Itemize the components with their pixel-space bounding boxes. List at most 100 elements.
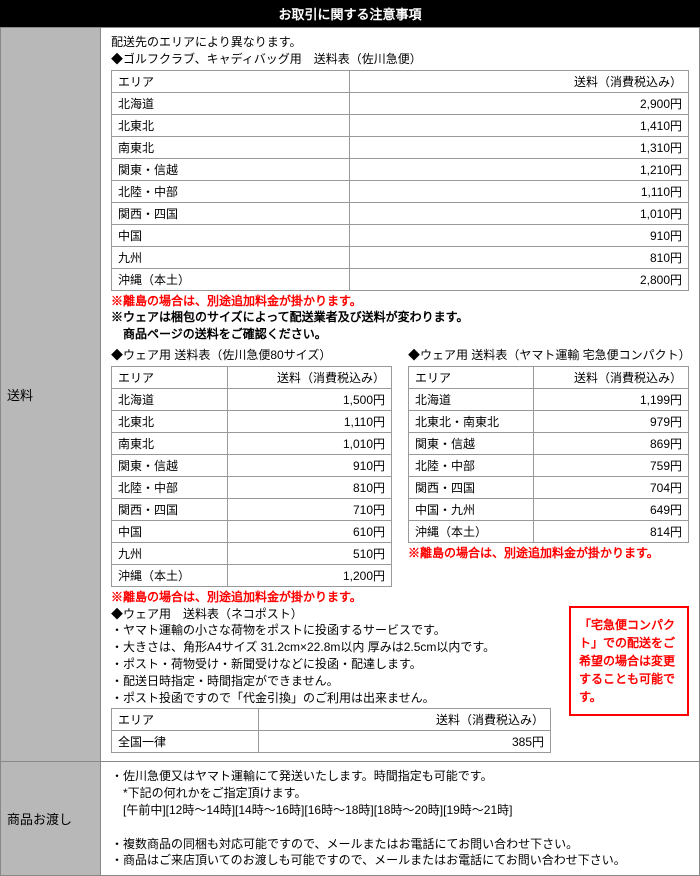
delivery-line: ・佐川急便又はヤマト運輸にて発送いたします。時間指定も可能です。: [111, 768, 689, 785]
nekopost-note: ・ヤマト運輸の小さな荷物をポストに投函するサービスです。: [111, 622, 551, 639]
price-cell: 649円: [533, 498, 688, 520]
table-row: 北陸・中部810円: [112, 476, 392, 498]
table3-title: ◆ウェア用 送料表（ヤマト運輸 宅急便コンパクト）: [408, 347, 689, 364]
price-cell: 1,110円: [227, 410, 391, 432]
area-cell: 北東北・南東北: [409, 410, 534, 432]
shipping-table-3: エリア送料（消費税込み） 北海道1,199円北東北・南東北979円関東・信越86…: [408, 366, 689, 543]
price-cell: 1,200円: [227, 564, 391, 586]
island-note-2: ※離島の場合は、別途追加料金が掛かります。: [111, 589, 392, 606]
table-row: 北陸・中部759円: [409, 454, 689, 476]
area-cell: 北東北: [112, 114, 350, 136]
col-area: エリア: [112, 366, 228, 388]
nekopost-table: エリア送料（消費税込み） 全国一律385円: [111, 708, 551, 753]
table-row: 九州810円: [112, 246, 689, 268]
delivery-content: ・佐川急便又はヤマト運輸にて発送いたします。時間指定も可能です。 *下記の何れか…: [101, 762, 700, 876]
col-area: エリア: [409, 366, 534, 388]
table-row: 沖縄（本土）1,200円: [112, 564, 392, 586]
table-row: 関西・四国1,010円: [112, 202, 689, 224]
area-cell: 北海道: [409, 388, 534, 410]
table-row: 九州510円: [112, 542, 392, 564]
table1-title: ◆ゴルフクラブ、キャディバッグ用 送料表（佐川急便）: [111, 51, 689, 68]
delivery-line: ・複数商品の同梱も対応可能ですので、メールまたはお電話にてお問い合わせ下さい。: [111, 836, 689, 853]
table-row: 関東・信越1,210円: [112, 158, 689, 180]
col-area: エリア: [112, 70, 350, 92]
price-cell: 704円: [533, 476, 688, 498]
area-cell: 北陸・中部: [112, 476, 228, 498]
shipping-label: 送料: [1, 28, 101, 762]
area-cell: 関西・四国: [409, 476, 534, 498]
table-row: 関西・四国710円: [112, 498, 392, 520]
area-cell: 北海道: [112, 92, 350, 114]
price-cell: 979円: [533, 410, 688, 432]
price-cell: 1,410円: [350, 114, 689, 136]
price-cell: 814円: [533, 520, 688, 542]
area-cell: 中国: [112, 520, 228, 542]
area-cell: 北陸・中部: [112, 180, 350, 202]
table-row: 関東・信越869円: [409, 432, 689, 454]
area-cell: 関東・信越: [409, 432, 534, 454]
price-cell: 1,210円: [350, 158, 689, 180]
table-row: 南東北1,310円: [112, 136, 689, 158]
delivery-line: [111, 819, 689, 836]
area-cell: 九州: [112, 246, 350, 268]
wear-note-2: 商品ページの送料をご確認ください。: [111, 326, 689, 343]
table-row: 中国610円: [112, 520, 392, 542]
area-cell: 中国: [112, 224, 350, 246]
area-cell: 沖縄（本土）: [112, 268, 350, 290]
table-row: 南東北1,010円: [112, 432, 392, 454]
area-cell: 九州: [112, 542, 228, 564]
nekopost-price: 385円: [259, 731, 551, 753]
table-row: 中国910円: [112, 224, 689, 246]
price-cell: 910円: [350, 224, 689, 246]
price-cell: 810円: [227, 476, 391, 498]
area-cell: 沖縄（本土）: [112, 564, 228, 586]
col-price: 送料（消費税込み）: [227, 366, 391, 388]
wear-note-1: ※ウェアは梱包のサイズによって配送業者及び送料が変わります。: [111, 309, 689, 326]
price-cell: 910円: [227, 454, 391, 476]
area-cell: 関東・信越: [112, 454, 228, 476]
area-cell: 関西・四国: [112, 498, 228, 520]
table-row: 関東・信越910円: [112, 454, 392, 476]
area-cell: 関東・信越: [112, 158, 350, 180]
table-row: 北東北1,110円: [112, 410, 392, 432]
area-cell: 北陸・中部: [409, 454, 534, 476]
col-price: 送料（消費税込み）: [533, 366, 688, 388]
table-row: 中国・九州649円: [409, 498, 689, 520]
area-cell: 南東北: [112, 432, 228, 454]
price-cell: 2,900円: [350, 92, 689, 114]
area-cell: 沖縄（本土）: [409, 520, 534, 542]
shipping-intro: 配送先のエリアにより異なります。: [111, 34, 689, 51]
delivery-line: ・商品はご来店頂いてのお渡しも可能ですので、メールまたはお電話にてお問い合わせ下…: [111, 852, 689, 869]
area-cell: 北海道: [112, 388, 228, 410]
nekopost-note: ・大きさは、角形A4サイズ 31.2cm×22.8m以内 厚みは2.5cm以内で…: [111, 639, 551, 656]
table-row: 北海道1,500円: [112, 388, 392, 410]
compact-redbox: 「宅急便コンパクト」での配送をご希望の場合は変更することも可能です。: [569, 606, 689, 716]
delivery-label: 商品お渡し: [1, 762, 101, 876]
price-cell: 810円: [350, 246, 689, 268]
nekopost-title: ◆ウェア用 送料表（ネコポスト）: [111, 606, 551, 623]
table-row: 北東北1,410円: [112, 114, 689, 136]
nekopost-note: ・ポスト投函ですので「代金引換」のご利用は出来ません。: [111, 690, 551, 707]
page-header: お取引に関する注意事項: [0, 0, 700, 27]
shipping-content: 配送先のエリアにより異なります。 ◆ゴルフクラブ、キャディバッグ用 送料表（佐川…: [101, 28, 700, 762]
table-row: 北海道1,199円: [409, 388, 689, 410]
table-row: 北東北・南東北979円: [409, 410, 689, 432]
island-note-1: ※離島の場合は、別途追加料金が掛かります。: [111, 293, 689, 310]
price-cell: 1,010円: [227, 432, 391, 454]
table-row: 沖縄（本土）2,800円: [112, 268, 689, 290]
delivery-line: *下記の何れかをご指定頂けます。: [111, 785, 689, 802]
shipping-table-1: エリア送料（消費税込み） 北海道2,900円北東北1,410円南東北1,310円…: [111, 70, 689, 291]
table-row: 関西・四国704円: [409, 476, 689, 498]
area-cell: 中国・九州: [409, 498, 534, 520]
price-cell: 1,310円: [350, 136, 689, 158]
island-note-3: ※離島の場合は、別途追加料金が掛かります。: [408, 545, 689, 562]
price-cell: 869円: [533, 432, 688, 454]
area-cell: 関西・四国: [112, 202, 350, 224]
price-cell: 759円: [533, 454, 688, 476]
shipping-table-2: エリア送料（消費税込み） 北海道1,500円北東北1,110円南東北1,010円…: [111, 366, 392, 587]
area-cell: 南東北: [112, 136, 350, 158]
delivery-line: [午前中][12時～14時][14時～16時][16時～18時][18時～20時…: [111, 802, 689, 819]
price-cell: 610円: [227, 520, 391, 542]
nekopost-note: ・ポスト・荷物受け・新聞受けなどに投函・配達します。: [111, 656, 551, 673]
table-row: 北海道2,900円: [112, 92, 689, 114]
